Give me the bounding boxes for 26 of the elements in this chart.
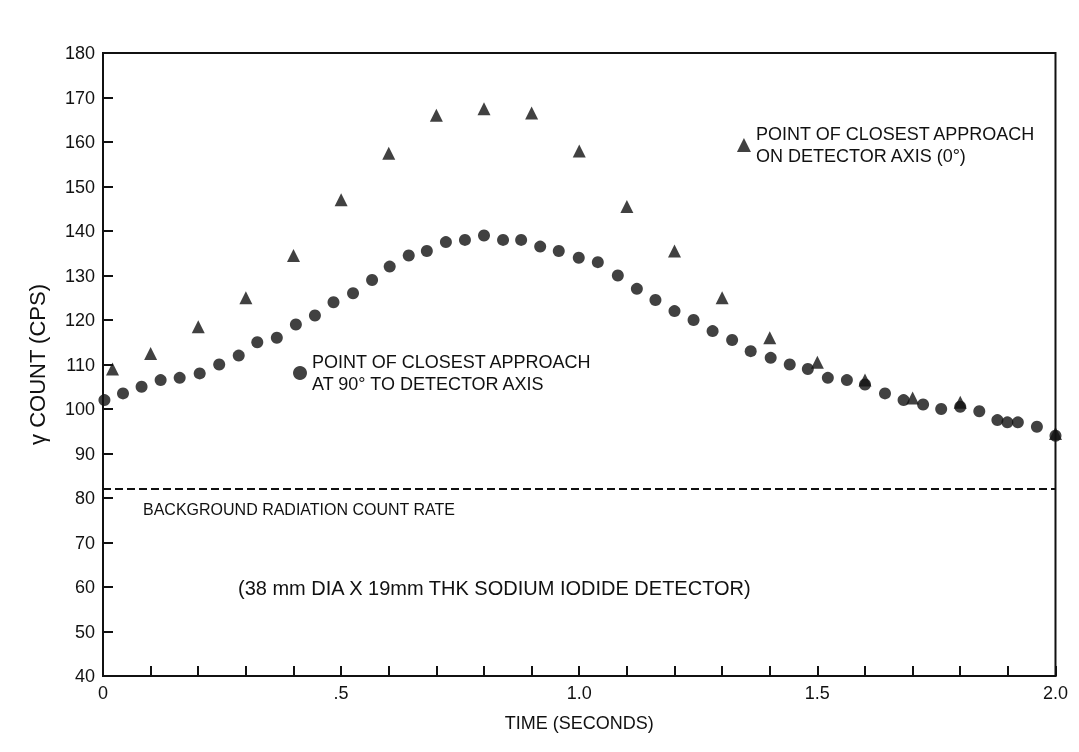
x-tick-label: 1.5 <box>804 683 830 703</box>
y-tick-label: 120 <box>64 310 95 330</box>
y-axis-title: γ COUNT (CPS) <box>24 284 50 445</box>
x-tick-label: 1.0 <box>566 683 592 703</box>
y-tick-label: 80 <box>74 488 95 508</box>
y-tick-label: 180 <box>64 43 95 63</box>
x-axis-title: TIME (SECONDS) <box>504 713 654 733</box>
y-tick-label: 60 <box>74 577 95 597</box>
y-tick-label: 140 <box>64 221 95 241</box>
y-tick-label: 170 <box>64 87 95 108</box>
y-tick-label: 160 <box>64 132 95 152</box>
x-tick-label: 2.0 <box>1042 683 1068 703</box>
legend-label: POINT OF CLOSEST APPROACH AT 90° TO DETECTOR AXIS <box>312 352 591 394</box>
y-tick-label: 110 <box>66 354 95 375</box>
y-tick-label: 50 <box>74 621 95 642</box>
legend-label: POINT OF CLOSEST APPROACH ON DETECTOR AXIS (0°) <box>755 124 1035 166</box>
y-tick-label: 40 <box>74 666 95 686</box>
ref-line-label: BACKGROUND RADIATION COUNT RATE <box>143 500 456 518</box>
annotation: (38 mm DIA X 19mm THK SODIUM IODIDE DETECTOR) <box>238 577 751 599</box>
y-tick-label: 70 <box>74 532 95 553</box>
y-tick-label: 90 <box>74 443 95 464</box>
y-tick-label: 100 <box>64 399 95 419</box>
y-tick-label: 150 <box>64 176 95 197</box>
y-tick-label: 130 <box>64 265 95 286</box>
x-tick-label: 0 <box>97 683 109 703</box>
x-tick-label: .5 <box>333 683 349 703</box>
